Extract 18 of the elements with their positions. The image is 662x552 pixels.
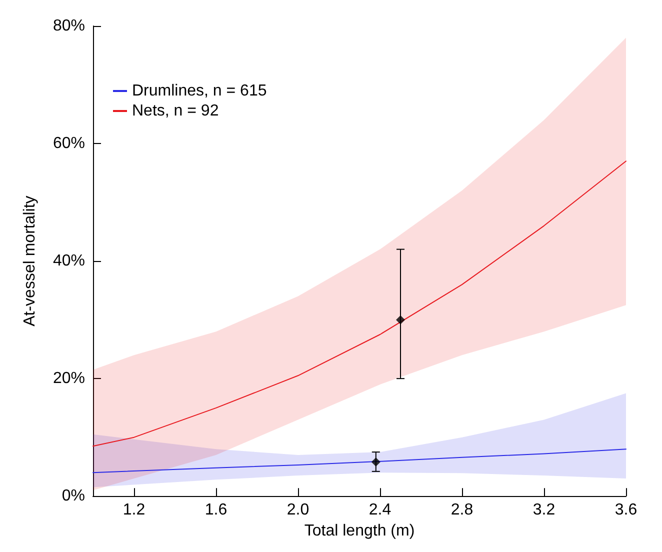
y-tick-label: 60% xyxy=(52,135,85,152)
y-tick-label: 20% xyxy=(52,370,85,388)
x-tick-label: 2.0 xyxy=(286,502,310,519)
x-tick-label: 1.6 xyxy=(204,502,228,519)
x-tick-label: 1.2 xyxy=(122,502,146,519)
legend-label: Nets, n = 92 xyxy=(132,102,219,120)
x-tick-label: 3.6 xyxy=(614,502,638,519)
y-tick-label: 0% xyxy=(62,488,85,505)
y-tick-label: 40% xyxy=(52,252,85,270)
x-tick-label: 2.8 xyxy=(450,502,474,519)
legend-label: Drumlines, n = 615 xyxy=(132,82,267,100)
y-tick-label: 80% xyxy=(52,18,85,34)
x-tick-label: 2.4 xyxy=(368,502,392,519)
line-series xyxy=(92,448,626,474)
line-series xyxy=(92,160,626,447)
y-axis-title: At-vessel mortality xyxy=(22,196,38,326)
x-tick-label: 3.2 xyxy=(532,502,556,519)
x-axis-title: Total length (m) xyxy=(304,522,415,540)
